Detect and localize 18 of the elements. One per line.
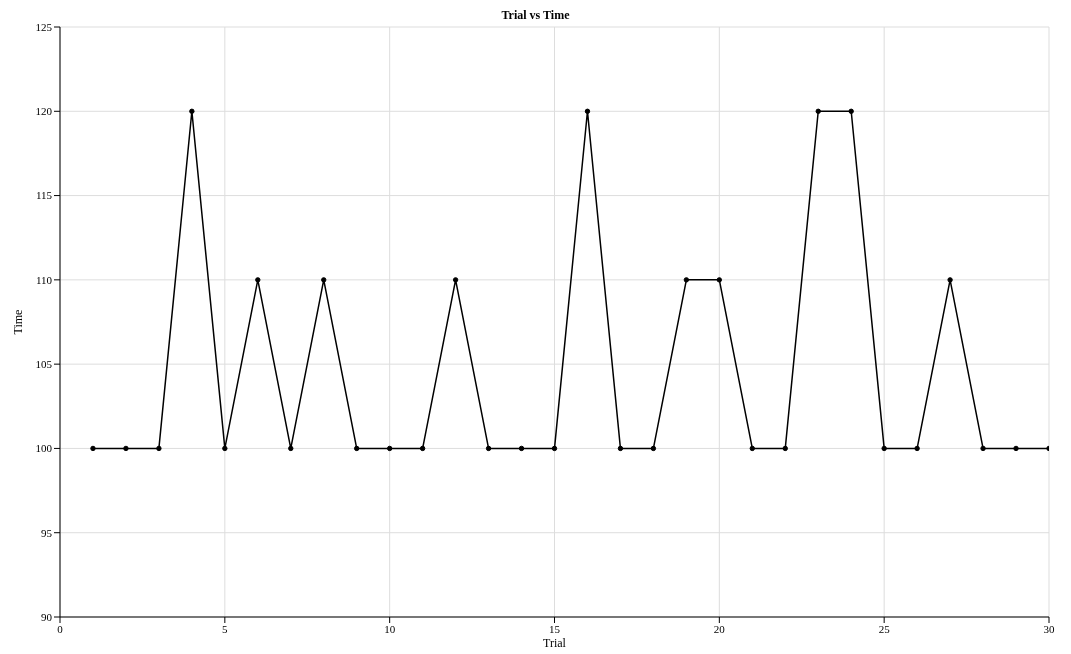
y-tick-label: 115 xyxy=(35,189,53,202)
y-tick-label: 120 xyxy=(35,105,53,118)
x-tick-label: 30 xyxy=(1043,622,1055,635)
x-tick-label: 25 xyxy=(878,622,891,635)
x-tick-label: 10 xyxy=(384,622,396,635)
y-tick-label: 125 xyxy=(35,20,53,33)
y-axis-title: Time xyxy=(11,309,26,335)
x-tick-label: 20 xyxy=(713,622,726,635)
x-axis-title: Trial xyxy=(543,636,567,650)
y-tick-label: 100 xyxy=(35,442,53,455)
y-tick-label: 110 xyxy=(35,273,53,286)
y-tick-label: 95 xyxy=(41,526,53,539)
y-tick-label: 90 xyxy=(41,610,53,623)
x-tick-label: 0 xyxy=(57,622,64,635)
x-tick-label: 5 xyxy=(222,622,229,635)
y-tick-label: 105 xyxy=(35,358,53,371)
chart-title: Trial vs Time xyxy=(500,8,571,22)
x-tick-label: 15 xyxy=(549,622,561,635)
